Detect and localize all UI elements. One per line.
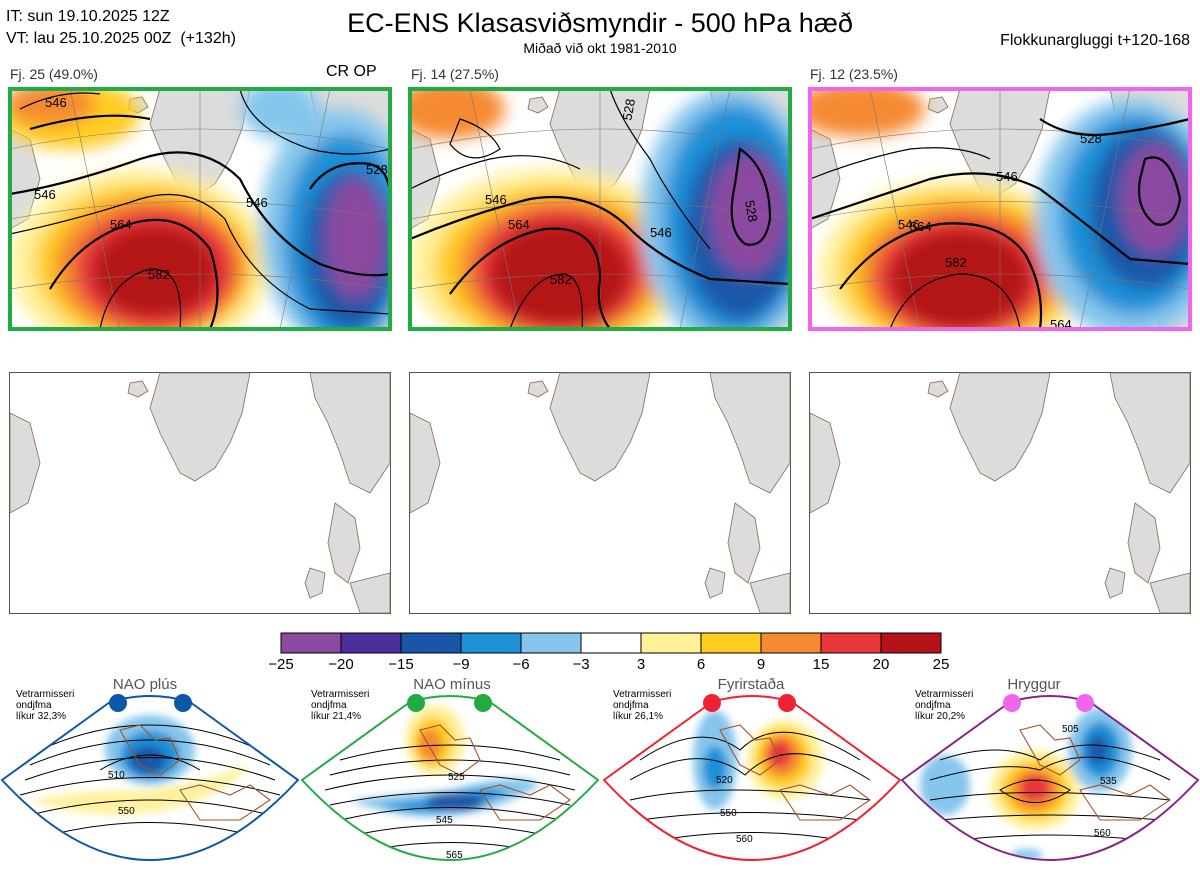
colorbar-cell — [340, 632, 402, 654]
valid-time: VT: lau 25.10.2025 00Z (+132h) — [6, 30, 236, 47]
colorbar-cell — [280, 632, 342, 654]
colorbar-cell — [580, 632, 642, 654]
colorbar-tick-label: 9 — [756, 656, 766, 673]
regime-3-contour-label: 550 — [720, 808, 737, 819]
cluster-2-frame — [408, 87, 792, 331]
colorbar-tick-label: 6 — [696, 656, 706, 673]
cluster-2-contour-label: 546 — [650, 225, 672, 240]
colorbar-cell — [820, 632, 882, 654]
regime-2-frame — [300, 695, 600, 861]
cluster-3-contour-label: 528 — [1080, 131, 1102, 146]
colorbar-cell — [520, 632, 582, 654]
cluster-3-contour-label: 582 — [945, 255, 967, 270]
regime-3-dot — [778, 694, 796, 712]
empty-map-1 — [9, 372, 391, 614]
regime-1-contour-label: 510 — [108, 770, 125, 781]
cluster-3-contour-label: 546 — [996, 169, 1018, 184]
cluster-1-frame — [8, 87, 392, 331]
regime-4-note: Vetrarmisseri ondjfma líkur 20,2% — [915, 689, 974, 722]
cluster-1-contour-label: 528 — [366, 162, 388, 177]
regime-1-title: NAO plús — [112, 676, 178, 693]
regime-3-dot — [703, 694, 721, 712]
classification-window: Flokkunargluggi t+120-168 — [1000, 32, 1190, 49]
regime-3-contour-label: 520 — [716, 775, 733, 786]
cluster-1-badge: CR OP — [326, 63, 377, 80]
colorbar-tick-label: 3 — [636, 656, 646, 673]
regime-2-note: Vetrarmisseri ondjfma líkur 21,4% — [311, 689, 370, 722]
regime-2-title: NAO mínus — [413, 676, 491, 693]
cluster-3-map: 546 564 582 528 546 564 — [808, 87, 1192, 331]
cluster-2-contour-label: 564 — [508, 217, 530, 232]
colorbar-cell — [760, 632, 822, 654]
cluster-3-contour-label: 564 — [910, 219, 932, 234]
colorbar-tick-label: −15 — [388, 656, 414, 673]
colorbar-cell — [700, 632, 762, 654]
page-subtitle: Miðað við okt 1981-2010 — [523, 40, 677, 56]
regime-2-contour-label: 525 — [448, 772, 465, 783]
regime-2-dot — [474, 694, 492, 712]
colorbar-tick-label: 25 — [932, 656, 950, 673]
cluster-1-contour-label: 546 — [34, 187, 56, 202]
colorbar-tick-label: −6 — [512, 656, 530, 673]
cluster-2-contour-label: 546 — [485, 192, 507, 207]
regime-1-contour-label: 550 — [118, 806, 135, 817]
colorbar — [280, 632, 942, 654]
colorbar-tick-label: 20 — [872, 656, 890, 673]
init-time: IT: sun 19.10.2025 12Z — [6, 8, 170, 25]
regime-3-title: Fyrirstaða — [717, 676, 785, 693]
regime-maps: 510 550 525 545 565 — [0, 694, 1200, 861]
regime-3-contour-label: 560 — [736, 834, 753, 845]
cluster-1-contour-label: 564 — [110, 217, 132, 232]
colorbar-tick-label: 15 — [812, 656, 830, 673]
cluster-1-label: Fj. 25 (49.0%) — [10, 66, 98, 82]
colorbar-cell — [640, 632, 702, 654]
regime-4-title: Hryggur — [1007, 676, 1061, 693]
cluster-3-label: Fj. 12 (23.5%) — [810, 66, 898, 82]
regime-1-dot — [109, 694, 127, 712]
colorbar-cell — [460, 632, 522, 654]
regime-2-contour-label: 565 — [446, 850, 463, 861]
empty-map-3 — [809, 372, 1191, 614]
regime-4-dot — [1003, 694, 1021, 712]
cluster-1-map: 546 564 582 546 528 546 — [8, 87, 392, 331]
cluster-2-label: Fj. 14 (27.5%) — [411, 66, 499, 82]
empty-map-2 — [409, 372, 791, 614]
cluster-3-frame — [808, 87, 1192, 331]
regime-2-dot — [407, 694, 425, 712]
cluster-1-contour-label: 546 — [45, 95, 67, 110]
colorbar-tick-label: −9 — [452, 656, 470, 673]
regime-1-frame — [0, 695, 300, 861]
regime-4-contour-label: 505 — [1062, 724, 1079, 735]
page-title: EC-ENS Klasasviðsmyndir - 500 hPa hæð — [347, 8, 853, 38]
header-times: IT: sun 19.10.2025 12Z VT: lau 25.10.2025… — [6, 6, 236, 50]
cluster-2-contour-label: 582 — [550, 272, 572, 287]
colorbar-tick-label: −20 — [328, 656, 354, 673]
regime-4-frame — [900, 695, 1200, 861]
regime-3-frame — [602, 695, 902, 861]
cluster-1-contour-label: 582 — [148, 267, 170, 282]
cluster-1-contour-label: 546 — [246, 195, 268, 210]
regime-4-contour-label: 535 — [1100, 776, 1117, 787]
regime-2-contour-label: 545 — [436, 815, 453, 826]
regime-1-dot — [174, 694, 192, 712]
colorbar-cell — [400, 632, 462, 654]
cluster-2-contour-label: 528 — [742, 199, 761, 223]
cluster-2-contour-label: 528 — [619, 97, 638, 121]
colorbar-tick-label: −3 — [572, 656, 590, 673]
colorbar-tick-label: −25 — [268, 656, 294, 673]
regime-1-note: Vetrarmisseri ondjfma líkur 32,3% — [16, 689, 75, 722]
regime-3-note: Vetrarmisseri ondjfma líkur 26,1% — [613, 689, 672, 722]
cluster-3-contour-label: 546 — [898, 217, 920, 232]
cluster-2-map: 528 546 564 582 546 528 — [408, 87, 792, 331]
regime-4-contour-label: 560 — [1094, 828, 1111, 839]
colorbar-cell — [880, 632, 942, 654]
regime-4-dot — [1076, 694, 1094, 712]
